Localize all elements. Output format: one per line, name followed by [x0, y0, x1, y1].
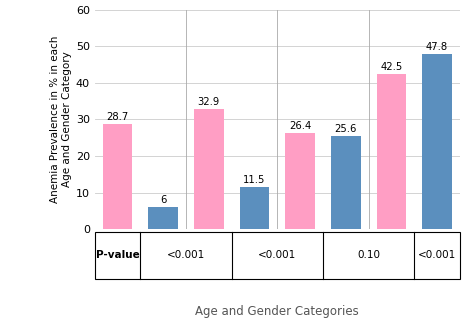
Text: Female: Female: [99, 260, 137, 270]
Text: P-value: P-value: [96, 251, 139, 260]
Text: 11.5: 11.5: [243, 175, 265, 185]
Text: Female: Female: [282, 260, 319, 270]
Bar: [285, 132, 315, 229]
Y-axis label: Anemia Prevalence in % in each
Age and Gender Category: Anemia Prevalence in % in each Age and G…: [50, 36, 72, 203]
Text: Female: Female: [190, 260, 228, 270]
Text: Female: Female: [373, 260, 410, 270]
Text: <0.001: <0.001: [418, 251, 456, 260]
Text: Age and Gender Categories: Age and Gender Categories: [195, 305, 359, 318]
Text: Male: Male: [425, 260, 449, 270]
Text: Male: Male: [151, 260, 175, 270]
Bar: [422, 54, 452, 229]
Bar: [376, 74, 406, 229]
Text: 28.7: 28.7: [107, 112, 129, 122]
Bar: [240, 187, 269, 229]
Bar: [148, 207, 178, 229]
Bar: [331, 136, 361, 229]
Text: 25.6: 25.6: [335, 124, 357, 134]
Text: 0.10: 0.10: [357, 251, 380, 260]
Text: Male: Male: [333, 260, 358, 270]
Text: 6: 6: [160, 196, 166, 205]
Bar: [103, 124, 132, 229]
Text: 42.5: 42.5: [380, 62, 402, 72]
Text: <0.001: <0.001: [258, 251, 296, 260]
Bar: [194, 109, 224, 229]
Text: Male: Male: [242, 260, 267, 270]
Text: 26.4: 26.4: [289, 121, 311, 131]
Text: 32.9: 32.9: [198, 97, 220, 107]
Text: 47.8: 47.8: [426, 43, 448, 52]
Text: <0.001: <0.001: [167, 251, 205, 260]
